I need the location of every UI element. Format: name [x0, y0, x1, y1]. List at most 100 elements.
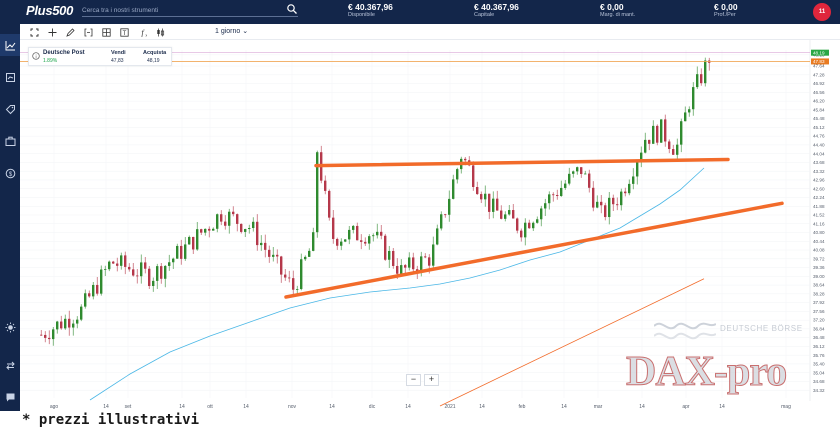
candle-body — [424, 256, 427, 258]
y-tick-label: 44.76 — [813, 134, 825, 139]
y-tick-label: 41.16 — [813, 221, 825, 226]
chart-canvas[interactable]: 48.1047.6447.2846.9246.5646.2045.8445.48… — [20, 40, 840, 411]
zoom-out-button[interactable]: − — [406, 374, 421, 386]
watermark: DEUTSCHE BÖRSE DAX-pro — [604, 310, 834, 416]
candle-body — [368, 236, 371, 244]
price-chart[interactable]: 48.1047.6447.2846.9246.5646.2045.8445.48… — [20, 40, 840, 411]
candle-body — [692, 87, 695, 110]
candle-body — [288, 277, 291, 279]
footer: * prezzi illustrativi — [0, 411, 840, 431]
candle-body — [604, 205, 607, 218]
y-tick-label: 47.64 — [813, 64, 825, 69]
candle-body — [652, 125, 655, 144]
zoom-in-button[interactable]: + — [424, 374, 439, 386]
candle-body — [100, 269, 103, 294]
deutsche-borse-logo-text: DEUTSCHE BÖRSE — [720, 324, 803, 333]
candle-body — [44, 334, 47, 338]
svg-text:i: i — [35, 54, 36, 60]
candle-body — [96, 284, 99, 294]
search-icon[interactable] — [286, 3, 298, 15]
info-icon[interactable]: i — [32, 52, 40, 60]
stat-profit-loss: € 0,00 Prof./Per — [714, 2, 738, 19]
chat-icon — [6, 393, 14, 401]
candle-body — [300, 259, 303, 290]
support-trendline — [284, 201, 784, 299]
candle-body — [76, 319, 79, 324]
candle-body — [528, 222, 531, 229]
candle-body — [312, 232, 315, 251]
candle-body — [148, 268, 151, 287]
sidebar-item-positions[interactable] — [0, 130, 20, 152]
candle-body — [660, 119, 663, 143]
candle-body — [204, 228, 207, 233]
search-input[interactable] — [82, 3, 282, 17]
moving-average-line — [89, 167, 705, 401]
sidebar-item-chart[interactable] — [0, 34, 20, 56]
candle-body — [200, 229, 203, 233]
candle-body — [508, 210, 511, 215]
candle-body — [396, 265, 399, 274]
candle-body — [276, 254, 279, 257]
y-tick-label: 46.92 — [813, 81, 825, 86]
switch-account-button[interactable] — [0, 354, 20, 376]
candle-body — [72, 323, 75, 328]
candle-body — [172, 258, 175, 263]
grid-icon[interactable] — [100, 26, 112, 38]
chart-ticket-icon — [5, 72, 15, 82]
candle-body — [180, 245, 183, 259]
candle-body — [520, 230, 523, 238]
sidebar-item-orders[interactable] — [0, 98, 20, 120]
top-header: Plus500 € 40.367,96 Disponibile € 40.367… — [0, 0, 840, 24]
candle-body — [556, 194, 559, 197]
avatar[interactable]: 11 — [813, 3, 831, 21]
candle-body — [40, 334, 43, 336]
price-tag-label: 47.83 — [813, 59, 825, 64]
candle-body — [584, 173, 587, 175]
plus500-logo[interactable]: Plus500 — [26, 3, 74, 18]
text-icon[interactable]: T — [118, 26, 130, 38]
pencil-icon[interactable] — [64, 26, 76, 38]
sell-price[interactable]: 47,83 — [111, 58, 124, 64]
buy-label[interactable]: Acquista — [143, 50, 167, 56]
sell-label[interactable]: Vendi — [111, 50, 126, 56]
candle-body — [580, 167, 583, 174]
candle-body — [160, 266, 163, 279]
timeframe-dropdown[interactable]: 1 giorno ⌄ — [215, 27, 248, 35]
candle-body — [600, 201, 603, 206]
candle-body — [516, 218, 519, 231]
x-tick-label: 14 — [103, 404, 109, 410]
candle-body — [444, 214, 447, 216]
chat-button[interactable] — [0, 386, 20, 408]
candle-body — [408, 257, 411, 268]
instrument-quote-box[interactable]: i Deutsche Post 1.89% Vendi 47,83 Acquis… — [28, 47, 172, 66]
coin-icon: $ — [5, 168, 15, 178]
y-tick-label: 37.20 — [813, 318, 825, 323]
crosshair-icon[interactable] — [28, 26, 40, 38]
candles-icon[interactable] — [154, 26, 166, 38]
buy-price[interactable]: 48,19 — [147, 58, 160, 64]
x-tick-label: dic — [369, 404, 376, 410]
candle-body — [640, 152, 643, 162]
search-box[interactable] — [82, 3, 298, 17]
y-tick-label: 42.24 — [813, 195, 825, 200]
candle-body — [248, 228, 251, 230]
theme-toggle[interactable] — [0, 316, 20, 338]
candle-body — [56, 321, 59, 330]
candle-body — [496, 198, 499, 211]
sidebar-item-trades[interactable] — [0, 66, 20, 88]
move-icon[interactable] — [46, 26, 58, 38]
candle-body — [328, 190, 331, 218]
x-tick-label: nov — [288, 404, 297, 410]
candle-body — [500, 210, 503, 219]
x-tick-label: 14 — [329, 404, 335, 410]
y-tick-label: 38.28 — [813, 291, 825, 296]
candle-body — [576, 167, 579, 172]
x-tick-label: 14 — [405, 404, 411, 410]
candle-body — [280, 256, 283, 275]
sidebar-item-funds[interactable]: $ — [0, 162, 20, 184]
y-tick-label: 35.04 — [813, 370, 825, 375]
candle-body — [452, 179, 455, 199]
bracket-icon[interactable] — [82, 26, 94, 38]
